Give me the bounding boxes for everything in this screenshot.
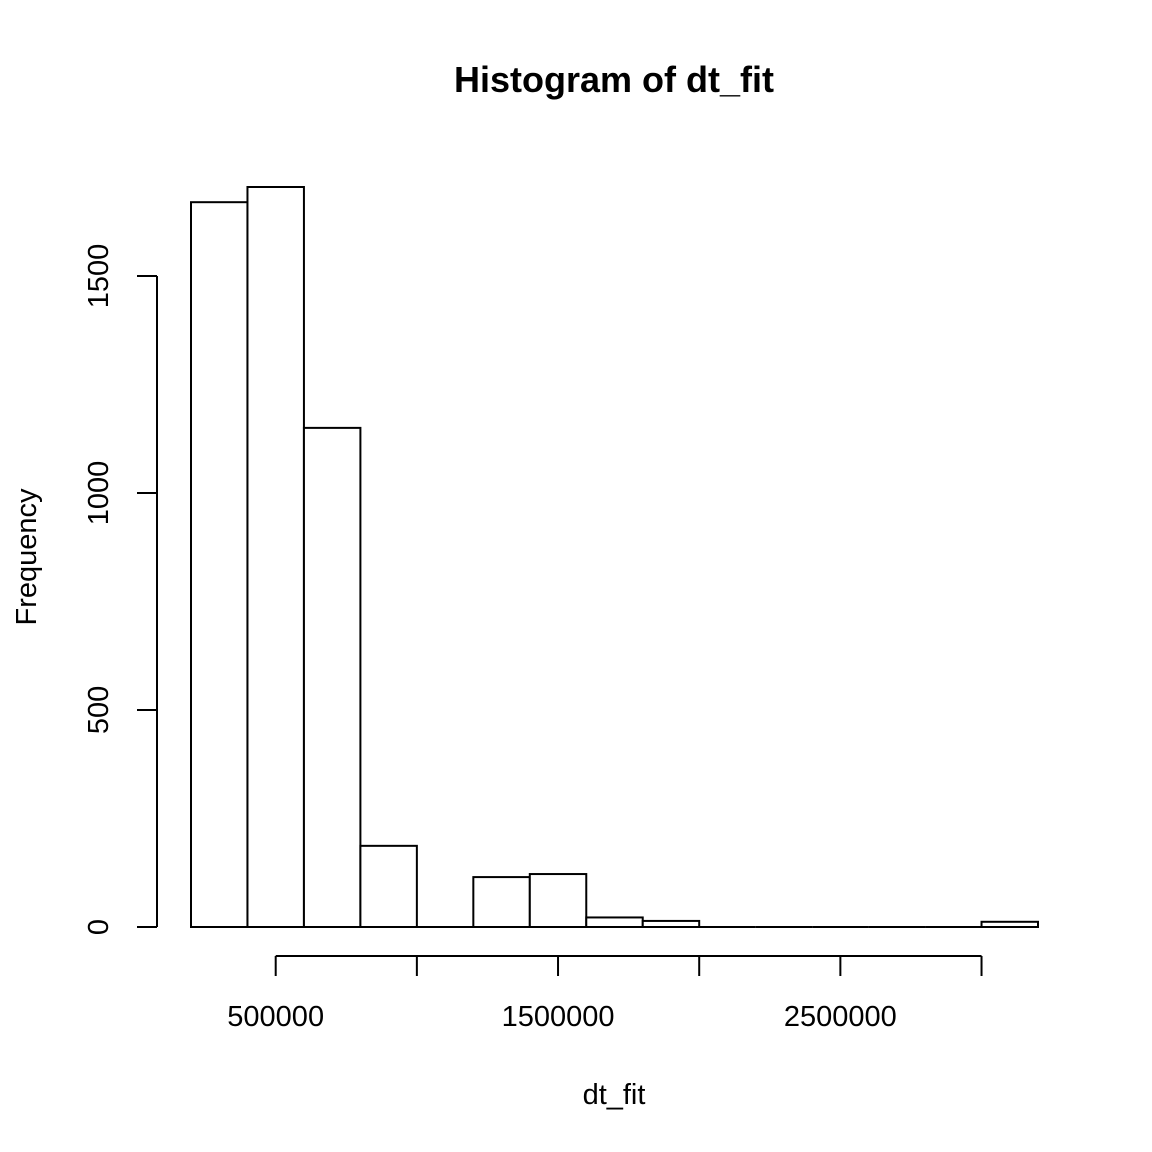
histogram-bar bbox=[528, 873, 588, 929]
histogram-bar bbox=[472, 876, 531, 928]
histogram-bar bbox=[302, 426, 362, 928]
histogram-bar bbox=[246, 186, 305, 928]
histogram-bar bbox=[641, 919, 701, 929]
x-axis-label: dt_fit bbox=[583, 1079, 646, 1111]
y-tick-label: 1000 bbox=[83, 461, 115, 526]
histogram-bar bbox=[980, 920, 1039, 929]
y-tick-label: 1500 bbox=[83, 244, 115, 309]
y-tick-label: 500 bbox=[83, 686, 115, 734]
x-tick-label: 2500000 bbox=[784, 1001, 897, 1033]
y-axis-label: Frequency bbox=[11, 488, 43, 626]
bars-group bbox=[190, 186, 1039, 929]
x-tick-label: 500000 bbox=[227, 1001, 324, 1033]
y-axis: 0 500 1000 1500 bbox=[83, 244, 158, 935]
y-tick-label: 0 bbox=[83, 919, 115, 935]
chart-title: Histogram of dt_fit bbox=[454, 59, 774, 100]
histogram-bar bbox=[190, 201, 249, 928]
histogram-bar bbox=[359, 844, 418, 928]
x-tick-label: 1500000 bbox=[502, 1001, 615, 1033]
x-axis: 500000 1500000 2500000 bbox=[227, 955, 983, 1033]
histogram-bar bbox=[585, 916, 644, 928]
